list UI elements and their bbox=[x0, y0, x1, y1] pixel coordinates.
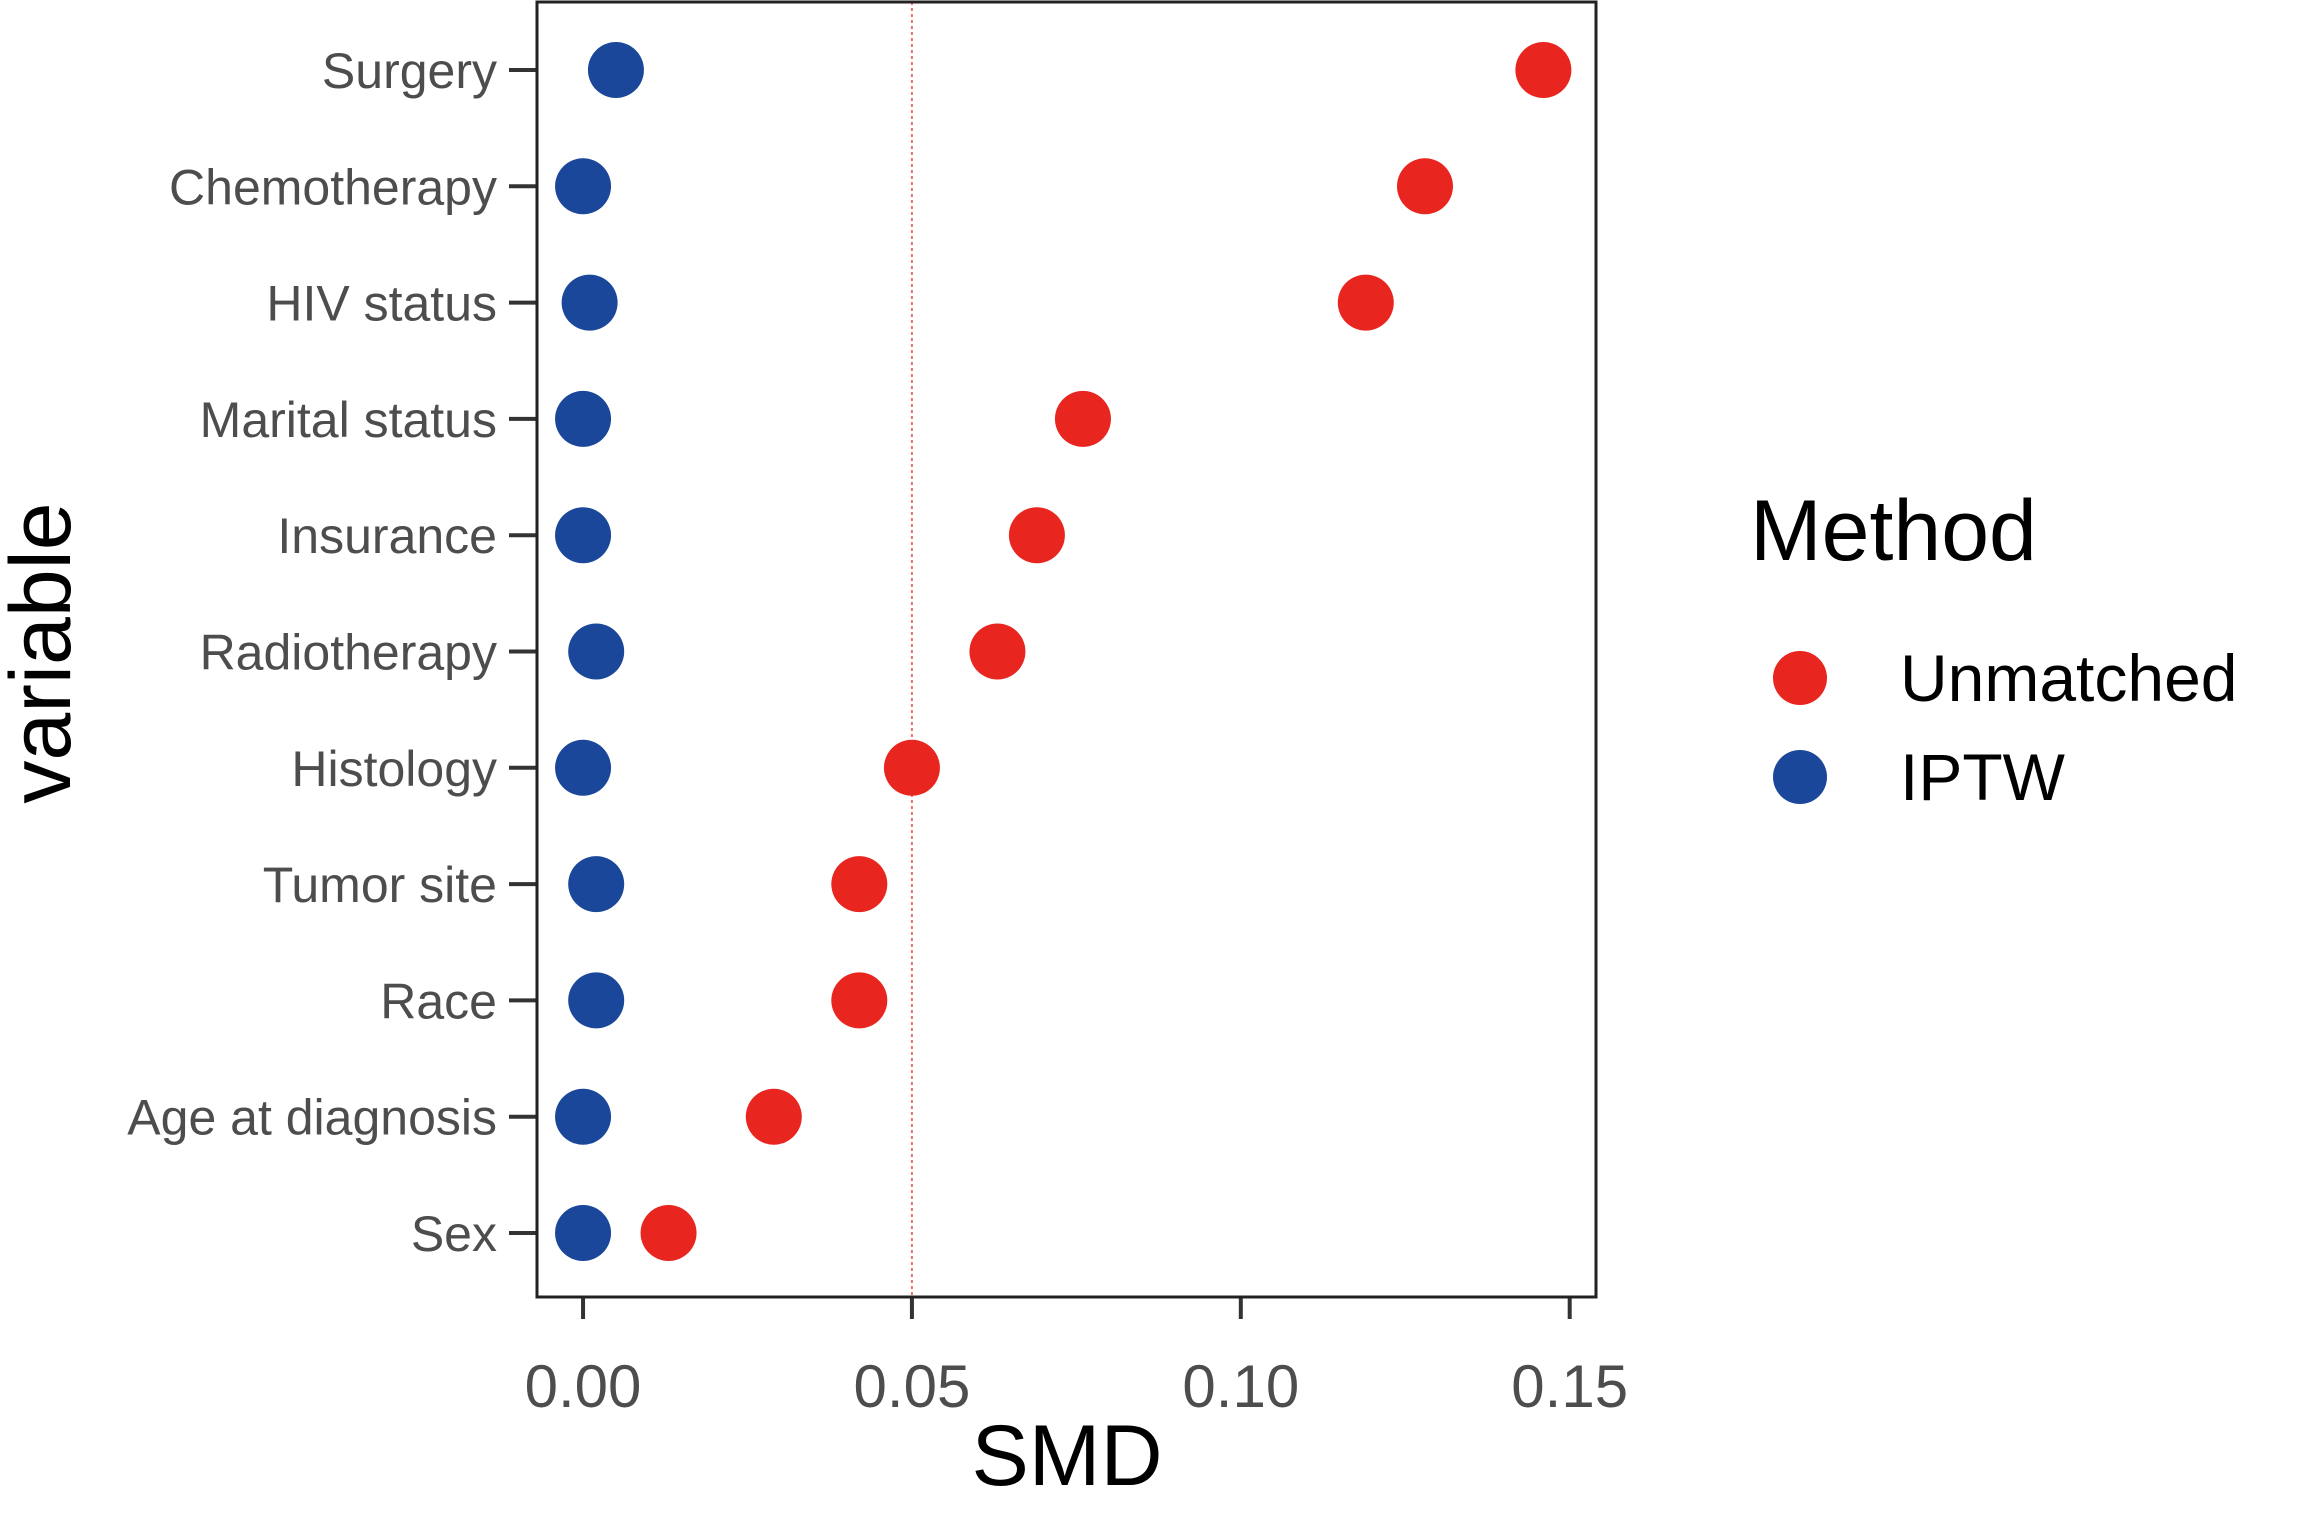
point-unmatched bbox=[1337, 274, 1394, 331]
legend-title: Method bbox=[1750, 483, 2037, 579]
point-iptw bbox=[555, 390, 612, 447]
point-iptw bbox=[587, 42, 644, 98]
point-unmatched bbox=[831, 972, 888, 1029]
y-tick-label: Insurance bbox=[277, 508, 497, 564]
y-tick-label: Tumor site bbox=[263, 857, 497, 913]
y-tick-label: Chemotherapy bbox=[169, 159, 497, 215]
point-unmatched bbox=[1008, 507, 1065, 564]
point-unmatched bbox=[831, 856, 888, 913]
y-tick-label: Sex bbox=[411, 1206, 497, 1262]
legend: Method Unmatched IPTW bbox=[1750, 483, 2238, 814]
x-tick-label: 0.05 bbox=[854, 1353, 971, 1420]
y-tick-label: Surgery bbox=[322, 43, 497, 99]
y-tick-label: Histology bbox=[291, 741, 497, 797]
y-tick-label: Age at diagnosis bbox=[127, 1090, 497, 1146]
legend-label-unmatched: Unmatched bbox=[1900, 641, 2238, 715]
point-unmatched bbox=[1054, 390, 1111, 447]
point-iptw bbox=[568, 856, 625, 913]
x-tick-label: 0.00 bbox=[525, 1353, 642, 1420]
x-axis-title: SMD bbox=[971, 1408, 1162, 1504]
y-axis: Surgery Chemotherapy HIV status Marital sta… bbox=[127, 43, 537, 1262]
y-tick-label: HIV status bbox=[266, 276, 497, 332]
point-unmatched bbox=[745, 1088, 802, 1145]
point-iptw bbox=[555, 1205, 612, 1261]
point-iptw bbox=[555, 158, 612, 215]
point-iptw bbox=[555, 1088, 612, 1145]
point-unmatched bbox=[1396, 158, 1453, 215]
y-tick-label: Race bbox=[380, 973, 497, 1029]
legend-item-iptw: IPTW bbox=[1773, 740, 2066, 814]
point-unmatched bbox=[883, 739, 940, 796]
point-iptw bbox=[568, 972, 625, 1029]
y-tick-label: Radiotherapy bbox=[200, 625, 497, 681]
point-iptw bbox=[568, 623, 625, 680]
point-unmatched bbox=[640, 1205, 697, 1261]
x-axis: 0.00 0.05 0.10 0.15 bbox=[525, 1297, 1628, 1420]
y-tick-label: Marital status bbox=[200, 392, 497, 448]
x-tick-label: 0.15 bbox=[1511, 1353, 1628, 1420]
point-iptw bbox=[555, 507, 612, 564]
legend-label-iptw: IPTW bbox=[1900, 740, 2066, 814]
y-axis-title: variable bbox=[0, 502, 89, 803]
data-points bbox=[555, 42, 1572, 1261]
point-iptw bbox=[555, 739, 612, 796]
point-unmatched bbox=[1515, 42, 1572, 98]
legend-key-unmatched bbox=[1773, 651, 1827, 705]
point-iptw bbox=[561, 274, 618, 331]
legend-key-iptw bbox=[1773, 750, 1827, 804]
plot-panel-border bbox=[535, 0, 1598, 1299]
legend-item-unmatched: Unmatched bbox=[1773, 641, 2238, 715]
point-unmatched bbox=[969, 623, 1026, 680]
x-tick-label: 0.10 bbox=[1182, 1353, 1299, 1420]
